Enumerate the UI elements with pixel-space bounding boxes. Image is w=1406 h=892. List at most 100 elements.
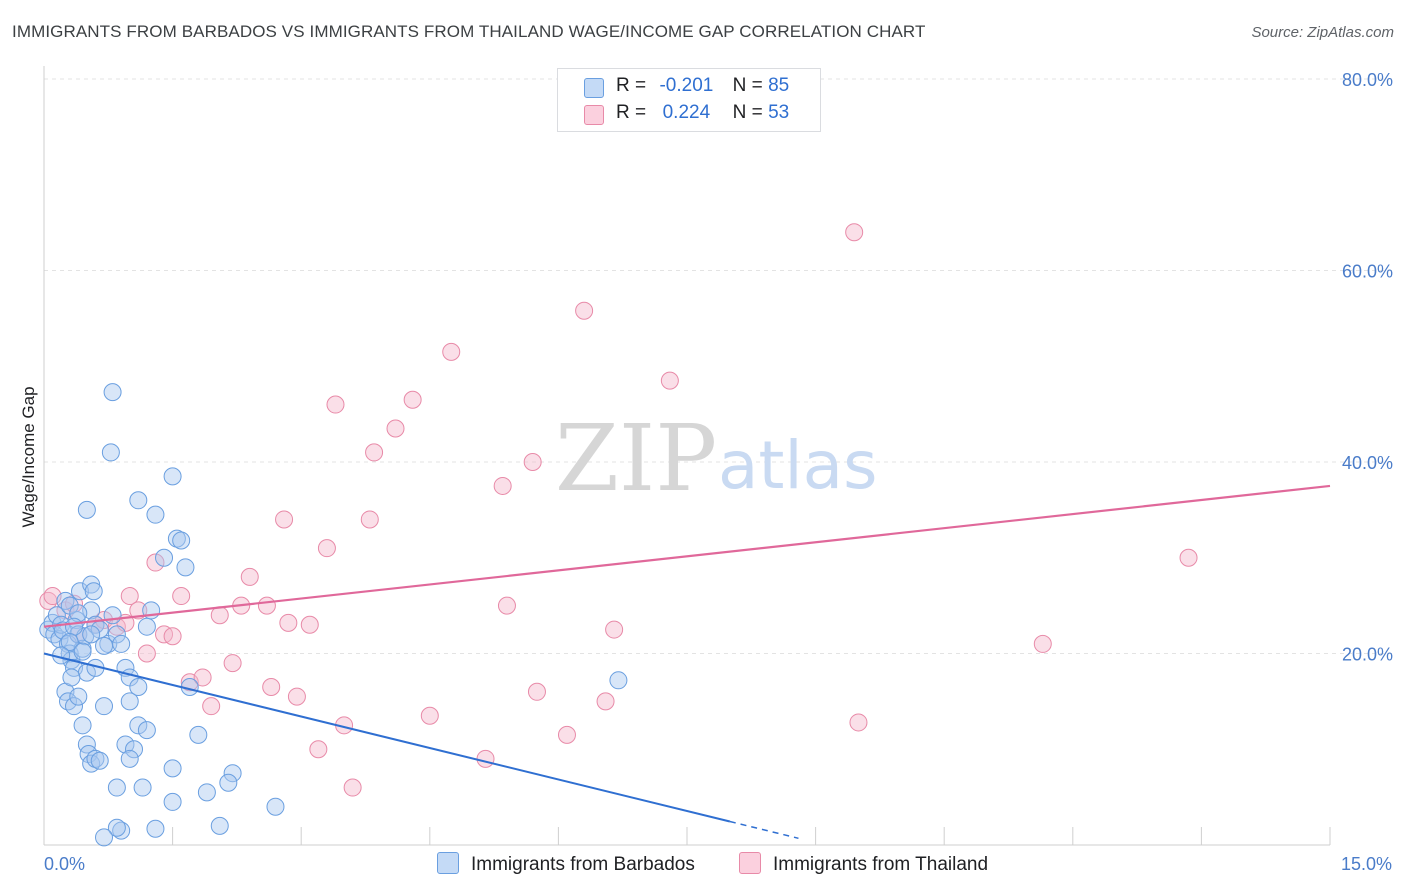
thailand-point (596, 692, 615, 711)
thailand-point (146, 553, 165, 572)
thailand-point (527, 682, 546, 701)
barbados-point (210, 816, 229, 835)
y-tick-label-40: 40.0% (1342, 453, 1393, 473)
barbados-point (107, 625, 126, 644)
barbados-point (77, 500, 96, 519)
barbados-point (47, 606, 66, 625)
thailand-point (845, 223, 864, 242)
barbados-point (125, 740, 144, 759)
thailand-point (605, 620, 624, 639)
legend-r-value-barbados: -0.201 (659, 75, 714, 96)
barbados-point (95, 697, 114, 716)
thailand-point (386, 419, 405, 438)
barbados-point (69, 687, 88, 706)
barbados-point (116, 735, 135, 754)
barbados-point (77, 735, 96, 754)
thailand-point (403, 390, 422, 409)
barbados-point (103, 383, 122, 402)
thailand-point (493, 476, 512, 495)
thailand-point (317, 539, 336, 558)
thailand-point (129, 601, 148, 620)
legend-n-value-barbados: 85 (768, 75, 790, 96)
thailand-point (309, 740, 328, 759)
chart-title: IMMIGRANTS FROM BARBADOS VS IMMIGRANTS F… (12, 22, 926, 41)
thailand-point (365, 443, 384, 462)
barbados-point (69, 604, 88, 623)
barbados-point (197, 783, 216, 802)
legend-swatch-pink (739, 852, 761, 874)
legend-n-label: N = (732, 102, 763, 123)
thailand-point (343, 778, 362, 797)
barbados-point (95, 636, 114, 655)
barbados-point (163, 792, 182, 811)
thailand-point (202, 697, 221, 716)
thailand-point (300, 615, 319, 634)
barbados-point (60, 633, 79, 652)
barbados-point (65, 617, 84, 636)
barbados-points (39, 383, 628, 847)
thailand-point (1033, 634, 1052, 653)
barbados-trend-extension (729, 820, 799, 840)
barbados-point (133, 778, 152, 797)
thailand-point (163, 627, 182, 646)
barbados-point (107, 818, 126, 837)
thailand-point (240, 567, 259, 586)
barbados-point (163, 759, 182, 778)
barbados-point (219, 773, 238, 792)
barbados-point (65, 697, 84, 716)
barbados-point (101, 443, 120, 462)
thailand-point (360, 510, 379, 529)
thailand-point (523, 453, 542, 471)
barbados-point (609, 671, 628, 690)
barbados-point (59, 692, 78, 711)
thailand-point (497, 596, 516, 615)
legend-n-label: N = (732, 75, 763, 96)
thailand-point (172, 587, 191, 606)
thailand-point (660, 371, 679, 390)
barbados-point (155, 548, 174, 567)
legend-r-label: R = (616, 102, 647, 123)
legend-r-value-thailand: 0.224 (662, 102, 711, 123)
barbados-point (84, 582, 103, 601)
x-tick-label-min: 0.0% (44, 854, 85, 874)
barbados-point (189, 725, 208, 744)
barbados-point (129, 716, 148, 735)
thailand-point (223, 654, 242, 673)
legend-item-thailand: Immigrants from Thailand (739, 852, 988, 876)
thailand-point (257, 596, 276, 615)
y-tick-labels: 20.0% 40.0% 60.0% 80.0% (1342, 70, 1393, 665)
legend-n-value-thailand: 53 (768, 102, 790, 123)
barbados-point (137, 721, 156, 740)
thailand-point (442, 342, 461, 361)
grid-lines (44, 78, 1392, 654)
y-tick-label-60: 60.0% (1342, 262, 1393, 282)
barbados-point (103, 606, 122, 625)
barbados-point (129, 491, 148, 510)
legend-swatch-blue (437, 852, 459, 874)
thailand-point (193, 668, 212, 687)
barbados-point (146, 819, 165, 838)
thailand-point (557, 725, 576, 744)
thailand-point (262, 678, 281, 697)
legend-label-thailand: Immigrants from Thailand (773, 854, 989, 875)
barbados-point (82, 625, 101, 644)
correlation-legend: R = -0.201 N = 85 R = 0.224 N = 53 (557, 68, 821, 132)
watermark-zip: ZIP (555, 405, 717, 512)
barbados-point (266, 797, 285, 816)
barbados-point (62, 668, 81, 687)
thailand-point (1179, 548, 1198, 567)
thailand-point (137, 644, 156, 663)
thailand-point (849, 713, 868, 732)
legend-swatch-blue (584, 78, 604, 98)
barbados-point (90, 751, 109, 770)
legend-swatch-pink (584, 105, 604, 125)
thailand-point (575, 301, 594, 320)
source-credit: Source: ZipAtlas.com (1251, 24, 1394, 41)
barbados-point (95, 828, 114, 847)
barbados-trend-line (43, 652, 731, 823)
thailand-point (476, 749, 495, 768)
thailand-trend-line (43, 484, 1331, 628)
thailand-point (287, 687, 306, 706)
thailand-point (279, 613, 298, 632)
